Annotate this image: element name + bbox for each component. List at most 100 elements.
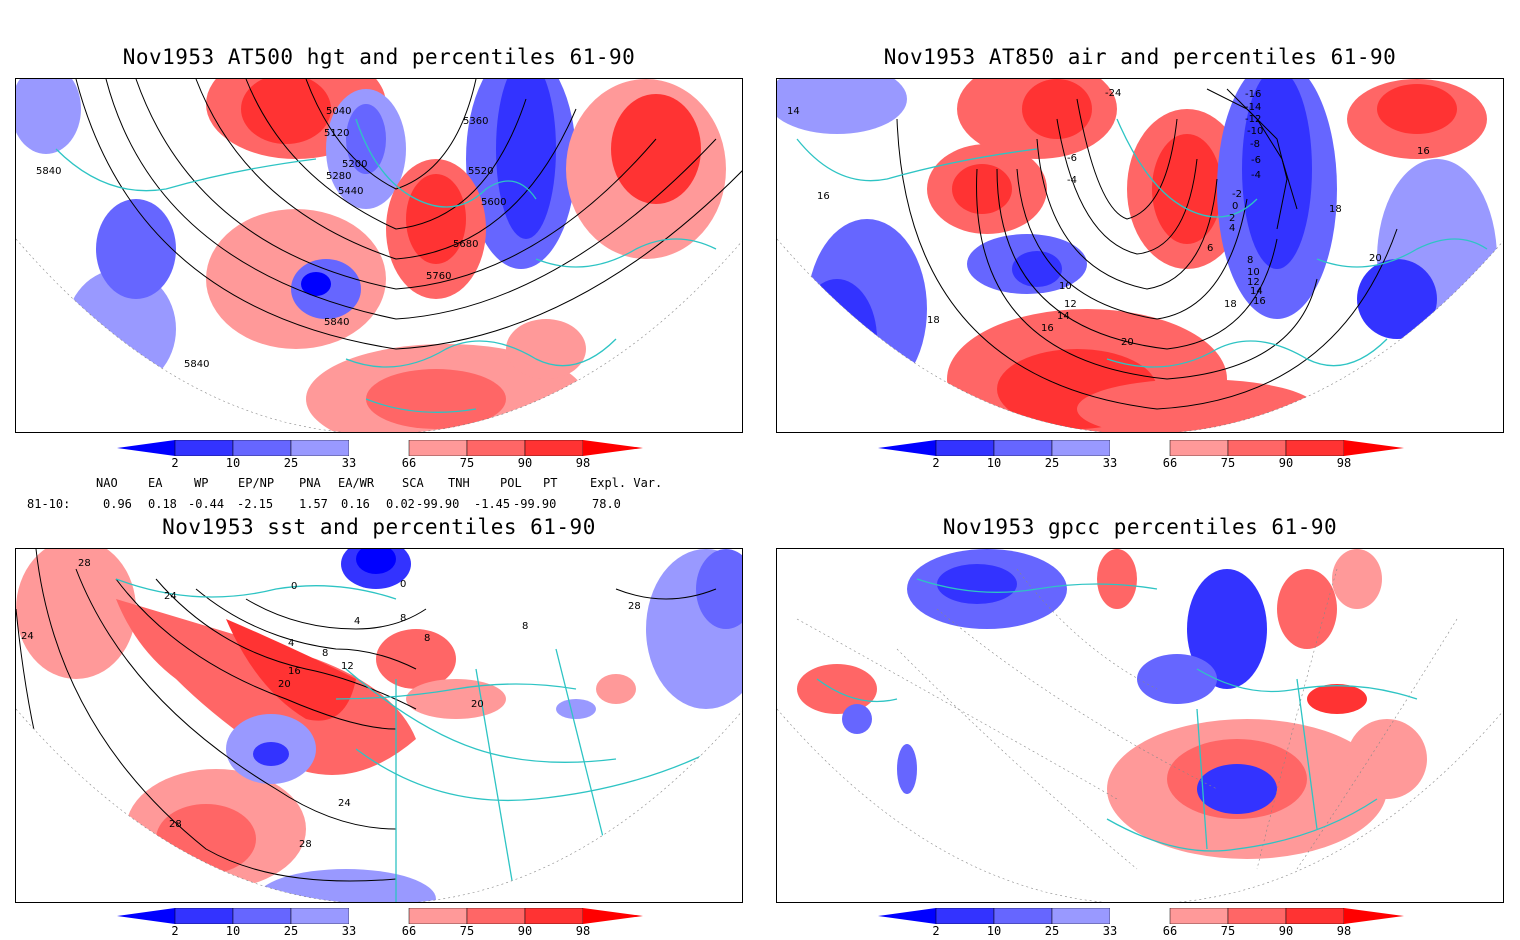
colorbar-label: 75 <box>459 456 475 470</box>
map-panel-gpcc <box>776 548 1504 903</box>
index-value: 0.02 <box>386 497 415 511</box>
title-panel-3: Nov1953 sst and percentiles 61-90 <box>162 515 596 539</box>
index-value: -99.90 <box>416 497 460 511</box>
contour-label: 5120 <box>324 128 349 139</box>
colorbar-label: 90 <box>1278 924 1294 938</box>
colorbar-swatches <box>878 439 1404 457</box>
index-header: EP/NP <box>238 476 275 490</box>
contour-label: -4 <box>1067 175 1077 186</box>
index-header: SCA <box>402 476 424 490</box>
contour-label: 6 <box>1207 243 1213 254</box>
contour-label: 4 <box>288 638 294 649</box>
contour-label: 16 <box>1253 296 1266 307</box>
title-panel-1: Nov1953 AT500 hgt and percentiles 61-90 <box>122 45 636 69</box>
contour-label: 18 <box>1224 299 1237 310</box>
contour-label: 5200 <box>342 159 367 170</box>
colorbar-label: 10 <box>225 456 241 470</box>
contour-label: 20 <box>1369 253 1382 264</box>
index-value: 1.57 <box>299 497 328 511</box>
title-panel-2: Nov1953 AT850 air and percentiles 61-90 <box>883 45 1397 69</box>
colorbar-swatches <box>117 439 643 457</box>
contour-label: 16 <box>817 191 830 202</box>
contour-label: 12 <box>341 661 354 672</box>
colorbar-label: 2 <box>171 924 179 938</box>
contour-label: 28 <box>78 558 91 569</box>
colorbar-label: 33 <box>1102 924 1118 938</box>
contour-label: 28 <box>299 839 312 850</box>
contour-label: 20 <box>1121 337 1134 348</box>
contour-label: 18 <box>1329 204 1342 215</box>
contour-label: 12 <box>1064 299 1077 310</box>
colorbar-label: 33 <box>341 456 357 470</box>
index-value: -1.45 <box>474 497 511 511</box>
colorbar-label: 25 <box>283 456 299 470</box>
contour-label: -14 <box>1245 102 1261 113</box>
colorbar-label: 98 <box>1336 924 1352 938</box>
contour-label: -4 <box>1251 170 1261 181</box>
map-panel-sst: 28 24 24 20 16 12 8 4 0 0 4 8 8 20 24 28… <box>15 548 743 903</box>
contour-label: -16 <box>1245 89 1261 100</box>
contour-label: 8 <box>322 648 328 659</box>
colorbar-panel-1: 2 10 25 33 66 75 90 98 <box>117 439 643 470</box>
colorbar-label: 25 <box>1044 924 1060 938</box>
contour-label: 24 <box>164 591 177 602</box>
contour-label: 5680 <box>453 239 478 250</box>
contour-label: 16 <box>1417 146 1430 157</box>
contour-label: 5040 <box>326 106 351 117</box>
colorbar-label: 90 <box>1278 456 1294 470</box>
index-value: 0.96 <box>103 497 132 511</box>
colorbar-label: 25 <box>283 924 299 938</box>
contour-label: -10 <box>1247 126 1263 137</box>
contour-label: 5840 <box>324 317 349 328</box>
index-header: PNA <box>299 476 321 490</box>
colorbar-label: 66 <box>1162 924 1178 938</box>
colorbar-label: 66 <box>1162 456 1178 470</box>
colorbar-label: 33 <box>341 924 357 938</box>
contour-label: 14 <box>1057 311 1070 322</box>
index-value: -99.90 <box>513 497 557 511</box>
colorbar-swatches <box>878 907 1404 925</box>
colorbar-label: 98 <box>1336 456 1352 470</box>
colorbar-label: 90 <box>517 924 533 938</box>
colorbar-panel-3: 2 10 25 33 66 75 90 98 <box>117 907 643 938</box>
colorbar-label: 75 <box>1220 456 1236 470</box>
colorbar-label: 66 <box>401 924 417 938</box>
contour-label: 5760 <box>426 271 451 282</box>
map-panel-air850: -24 -16 -14 -12 -10 -8 -6 -4 -2 0 2 4 6 … <box>776 78 1504 433</box>
contour-label: -24 <box>1105 88 1121 99</box>
contour-label: 0 <box>1232 201 1238 212</box>
colorbar-label: 90 <box>517 456 533 470</box>
contour-label: 8 <box>522 621 528 632</box>
index-header: POL <box>500 476 522 490</box>
colorbar-panel-4: 2 10 25 33 66 75 90 98 <box>878 907 1404 938</box>
index-value: -0.44 <box>188 497 225 511</box>
contour-label: 20 <box>471 699 484 710</box>
colorbar-label: 98 <box>575 924 591 938</box>
contour-label: 5440 <box>338 186 363 197</box>
colorbar-label: 2 <box>932 456 940 470</box>
contour-label: -12 <box>1245 114 1261 125</box>
colorbar-label: 25 <box>1044 456 1060 470</box>
colorbar-label: 75 <box>459 924 475 938</box>
contour-label: 5600 <box>481 197 506 208</box>
index-header: EA/WR <box>338 476 375 490</box>
index-header: TNH <box>448 476 470 490</box>
contour-label: 18 <box>927 315 940 326</box>
contour-label: 20 <box>278 679 291 690</box>
contour-label: -6 <box>1251 155 1261 166</box>
contour-label: 16 <box>288 666 301 677</box>
colorbar-label: 33 <box>1102 456 1118 470</box>
contour-label: -8 <box>1250 139 1260 150</box>
contour-label: 10 <box>1247 267 1260 278</box>
index-header: WP <box>194 476 209 490</box>
contour-label: 16 <box>1041 323 1054 334</box>
index-header: Expl. Var. <box>590 476 663 490</box>
colorbar-label: 10 <box>986 456 1002 470</box>
colorbar-swatches <box>117 907 643 925</box>
contour-label: 28 <box>169 819 182 830</box>
contour-label: 5840 <box>184 359 209 370</box>
colorbar-panel-2: 2 10 25 33 66 75 90 98 <box>878 439 1404 470</box>
contour-label: 2 <box>1229 213 1235 224</box>
contour-label: 10 <box>1059 281 1072 292</box>
colorbar-label: 2 <box>932 924 940 938</box>
